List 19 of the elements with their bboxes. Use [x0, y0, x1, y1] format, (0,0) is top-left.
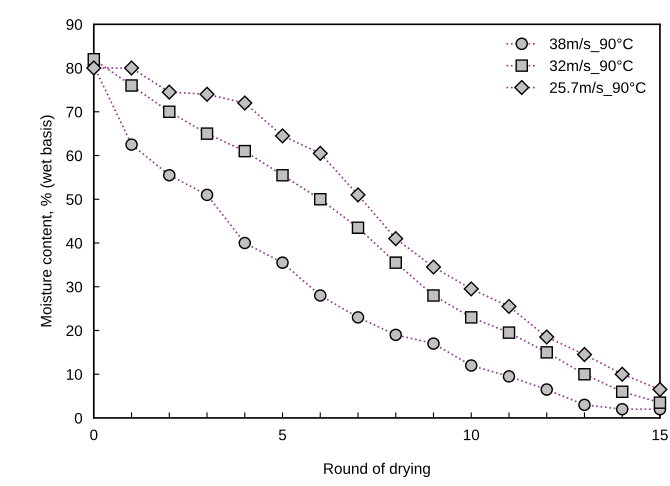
legend-label: 32m/s_90°C: [550, 60, 633, 74]
y-tick-label: 70: [66, 106, 82, 118]
y-tick-label: 40: [66, 238, 82, 249]
legend-label: 25.7m/s_90°C: [550, 82, 646, 96]
y-tick-label: 20: [66, 325, 82, 336]
y-tick-label: 0: [74, 412, 82, 424]
y-axis-title: Moisture content, % (wet basis): [40, 116, 55, 326]
x-tick-label: 15: [652, 430, 668, 440]
x-tick-label: 5: [278, 430, 286, 440]
y-tick-label: 10: [66, 369, 82, 380]
x-axis-title: Round of drying: [324, 462, 430, 477]
y-tick-label: 30: [66, 282, 82, 292]
y-tick-label: 50: [66, 194, 82, 205]
x-tick-label: 0: [90, 429, 98, 440]
y-tick-label: 90: [66, 19, 82, 30]
x-tick-label: 10: [464, 429, 480, 440]
legend-label: 38m/s_90°C: [550, 38, 633, 52]
y-tick-label: 80: [66, 62, 82, 74]
y-tick-label: 60: [66, 150, 82, 162]
